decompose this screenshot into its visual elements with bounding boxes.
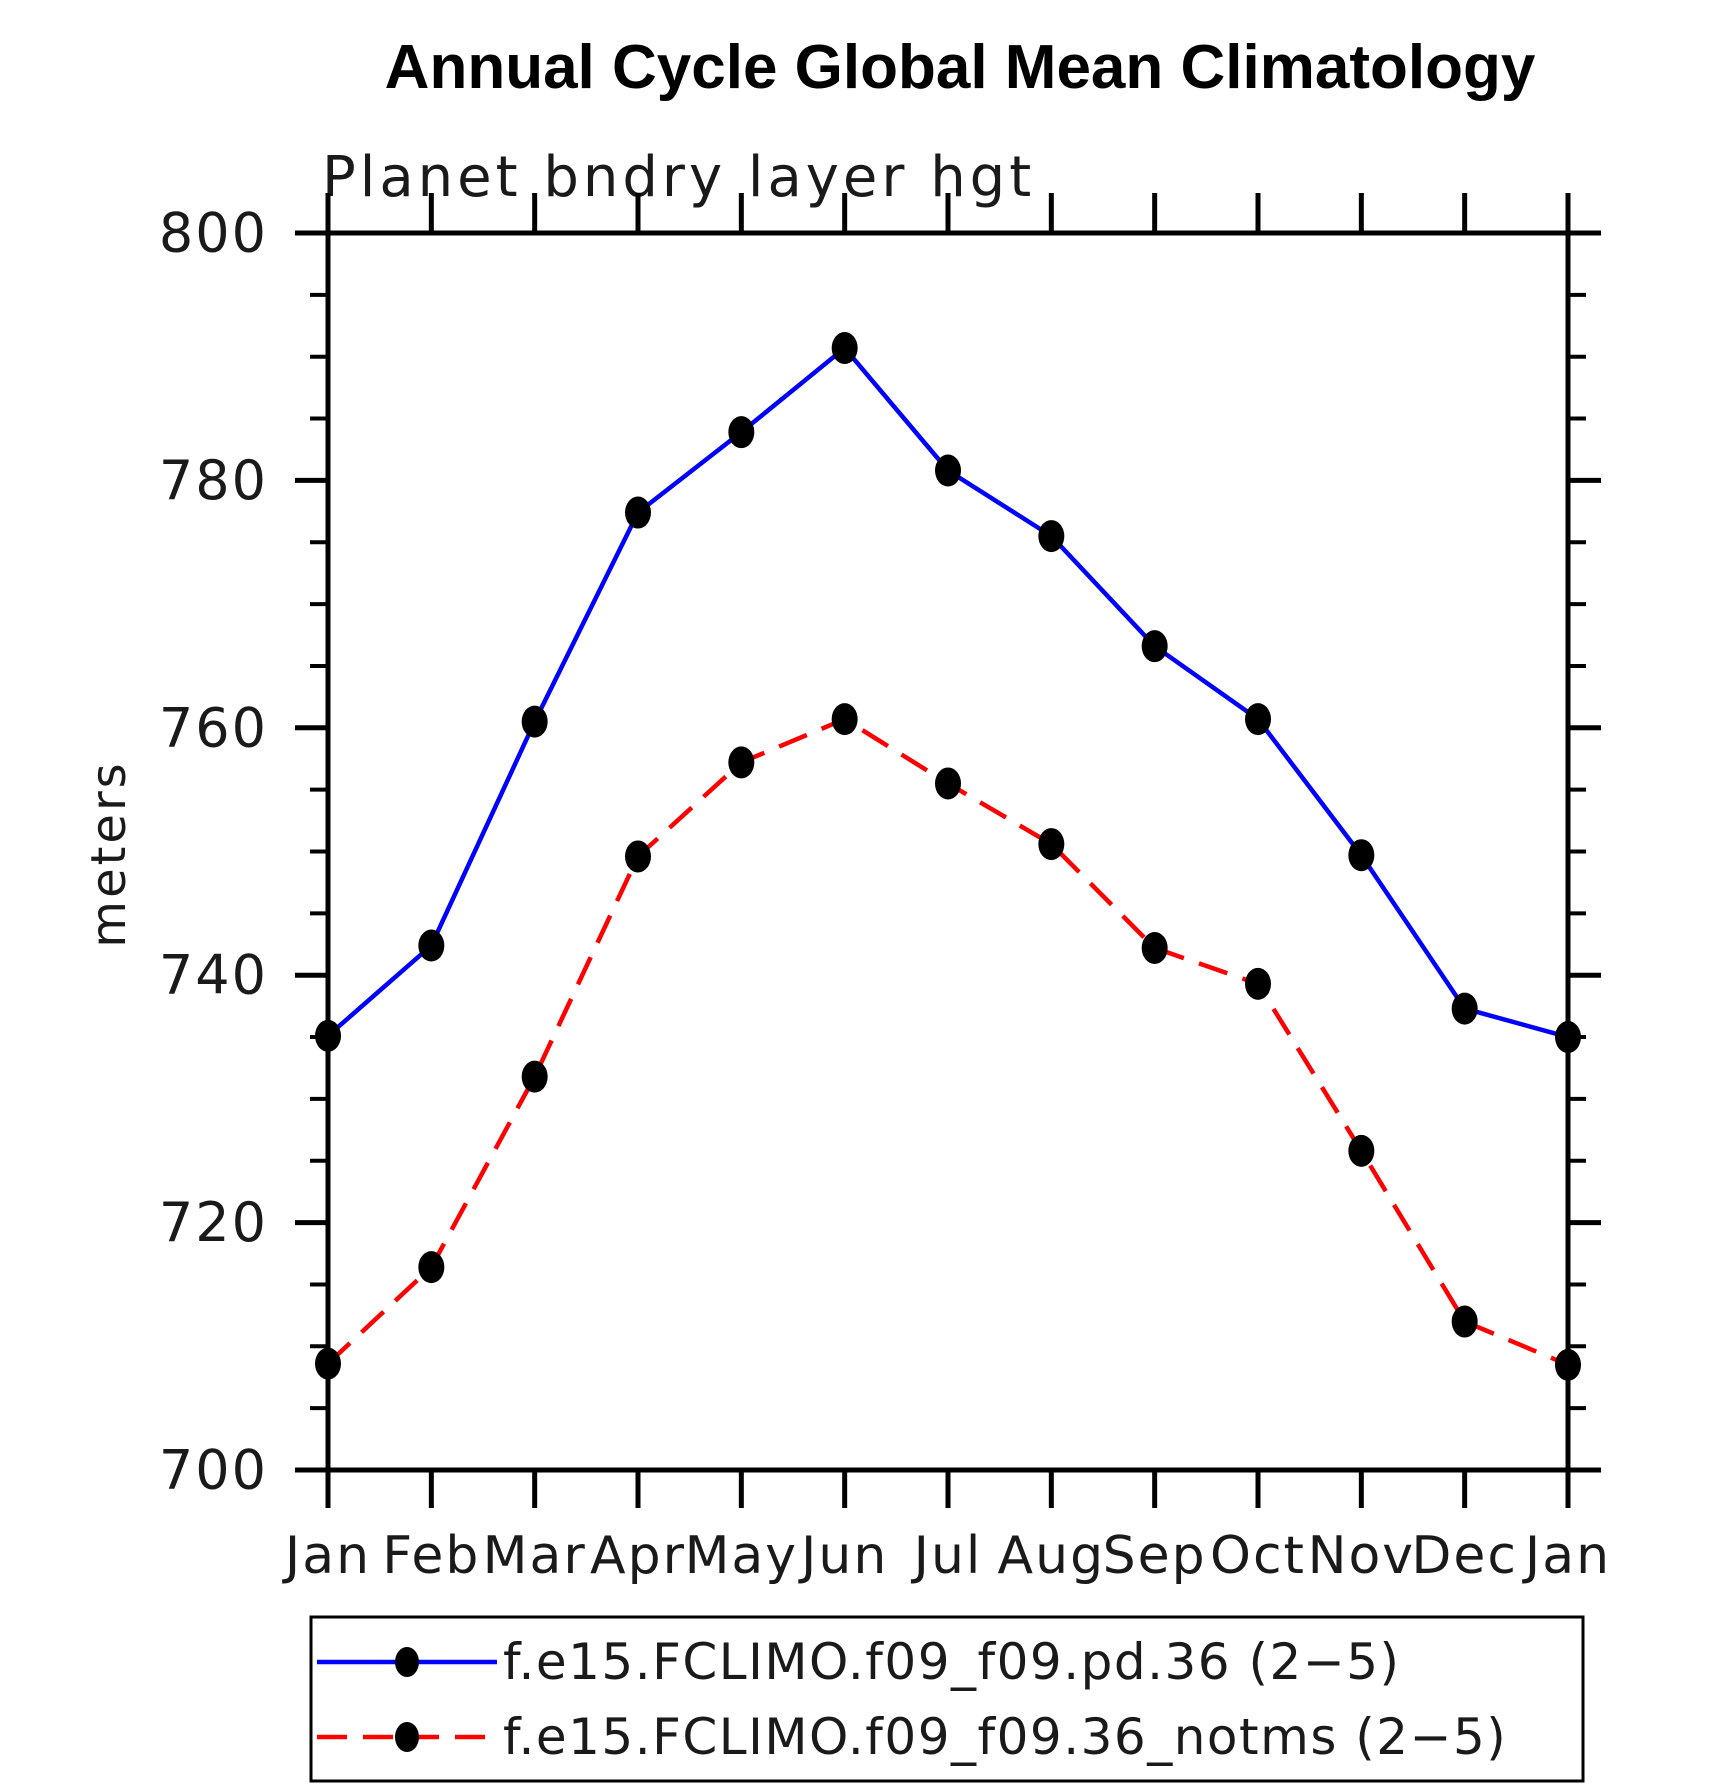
legend-box: [309, 1615, 1585, 1783]
data-point: [831, 703, 858, 736]
x-tick-label: Jan: [1522, 1526, 1611, 1586]
legend-marker-dot: [395, 1647, 419, 1677]
data-point: [521, 1060, 548, 1093]
series-line-2: [326, 716, 1569, 1367]
data-point: [1038, 828, 1065, 861]
x-tick-label: Jan: [282, 1526, 371, 1586]
data-point: [1348, 1134, 1375, 1167]
data-point: [1141, 630, 1168, 663]
x-tick-label: Dec: [1411, 1526, 1518, 1586]
x-tick-label: Sep: [1103, 1526, 1207, 1586]
y-tick-label: 780: [159, 449, 268, 512]
legend-marker-dot: [395, 1722, 419, 1752]
axis-ticks: [295, 193, 1601, 1508]
data-point: [315, 1019, 341, 1052]
x-tick-label: May: [685, 1526, 799, 1586]
data-point: [1555, 1021, 1581, 1054]
data-point: [1451, 992, 1478, 1025]
data-point: [625, 496, 651, 529]
y-tick-label: 740: [159, 944, 268, 1007]
data-point: [728, 746, 755, 779]
data-point: [1451, 1305, 1478, 1338]
data-point: [935, 454, 961, 487]
data-point: [418, 929, 445, 962]
plot-border: [325, 230, 1571, 1473]
x-tick-label: Apr: [590, 1526, 686, 1586]
data-point: [831, 332, 858, 365]
x-tick-label: Jun: [798, 1526, 888, 1586]
x-tick-label: Oct: [1210, 1526, 1306, 1586]
data-point: [728, 416, 755, 449]
data-point: [1245, 967, 1271, 1000]
x-tick-label: Jul: [911, 1526, 983, 1586]
data-point: [1141, 931, 1168, 964]
legend: f.e15.FCLIMO.f09_f09.pd.36 (2−5) f.e15.FC…: [309, 1615, 1585, 1783]
y-axis-title: meters: [81, 760, 137, 947]
series-line-1: [326, 344, 1569, 1040]
data-point: [1038, 520, 1065, 553]
x-tick-label: Nov: [1308, 1526, 1416, 1586]
data-point: [935, 767, 961, 800]
data-series: [315, 332, 1581, 1381]
data-point: [315, 1347, 341, 1380]
data-point: [1555, 1348, 1581, 1381]
data-point: [521, 705, 548, 738]
chart-subtitle: Planet bndry layer hgt: [322, 145, 1035, 210]
x-tick-label: Feb: [382, 1526, 480, 1586]
chart-title: Annual Cycle Global Mean Climatology: [385, 33, 1536, 102]
axis-box: [325, 230, 1571, 1473]
legend-label: f.e15.FCLIMO.f09_f09.36_notms (2−5): [503, 1708, 1507, 1766]
data-point: [418, 1251, 445, 1284]
y-tick-label: 800: [159, 202, 268, 265]
y-tick-label: 760: [159, 696, 268, 759]
data-point: [625, 840, 651, 873]
x-tick-label: Mar: [483, 1526, 587, 1586]
y-tick-label: 720: [159, 1191, 268, 1254]
data-point: [1245, 703, 1271, 736]
data-point: [1348, 839, 1375, 872]
y-tick-label: 700: [159, 1439, 268, 1502]
legend-label: f.e15.FCLIMO.f09_f09.pd.36 (2−5): [503, 1633, 1401, 1691]
x-tick-label: Aug: [998, 1526, 1106, 1586]
